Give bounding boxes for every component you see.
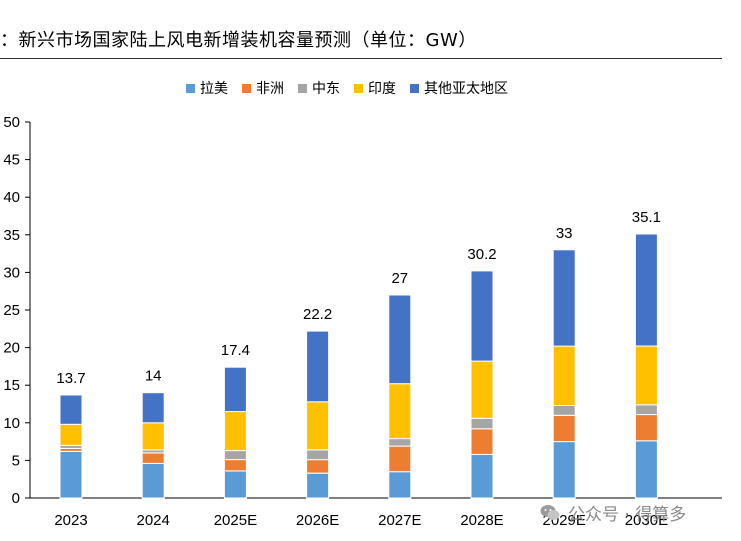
x-category-label: 2023	[54, 512, 87, 529]
wechat-icon	[540, 504, 560, 520]
bar-segment-其他亚太地区-2027E	[388, 294, 412, 385]
bar-segment-印度-2026E	[306, 401, 330, 451]
bar-segment-中东-2027E	[388, 438, 412, 447]
bar-segment-印度-2029E	[552, 345, 576, 407]
bar-segment-拉美-2027E	[388, 471, 412, 499]
legend-item-other-apac: 其他亚太地区	[410, 78, 508, 98]
legend-swatch-india	[354, 83, 363, 93]
x-category-label: 2025E	[214, 512, 257, 529]
bar-segment-拉美-2023	[59, 450, 83, 499]
bar-segment-拉美-2024	[141, 462, 165, 499]
bar-segment-拉美-2025E	[223, 470, 247, 499]
bar-segment-其他亚太地区-2025E	[223, 366, 247, 413]
legend-item-latam: 拉美	[186, 78, 228, 98]
bar-segment-其他亚太地区-2030E	[634, 233, 658, 347]
chart-title: ：新兴市场国家陆上风电新增装机容量预测（单位：GW）	[0, 30, 477, 51]
bar-segment-拉美-2026E	[306, 472, 330, 499]
bar-segment-印度-2025E	[223, 411, 247, 452]
legend-label-africa: 非洲	[256, 81, 284, 97]
legend-item-africa: 非洲	[242, 78, 284, 98]
y-tick-label: 10	[3, 415, 20, 432]
bar-segment-非洲-2029E	[552, 414, 576, 443]
y-tick-label: 15	[3, 377, 20, 394]
total-label-2029E: 33	[556, 225, 573, 242]
legend-swatch-middle-east	[298, 83, 307, 93]
bar-segment-其他亚太地区-2023	[59, 394, 83, 425]
bar-segment-其他亚太地区-2028E	[470, 270, 494, 362]
legend-swatch-africa	[242, 83, 251, 93]
bar-segment-其他亚太地区-2029E	[552, 249, 576, 347]
bar-segment-非洲-2030E	[634, 414, 658, 442]
watermark: 公众号 · 得算多	[540, 500, 686, 525]
bar-segment-其他亚太地区-2026E	[306, 330, 330, 403]
bar-segment-印度-2027E	[388, 383, 412, 440]
bar-segment-中东-2029E	[552, 405, 576, 416]
total-label-2023: 13.7	[56, 370, 85, 387]
total-label-2027E: 27	[391, 270, 408, 287]
y-tick-label: 0	[12, 490, 20, 507]
y-tick-label: 40	[3, 189, 20, 206]
x-category-label: 2027E	[378, 512, 421, 529]
legend-item-middle-east: 中东	[298, 78, 340, 98]
bar-segment-非洲-2026E	[306, 459, 330, 474]
bar-segment-中东-2025E	[223, 450, 247, 461]
total-label-2030E: 35.1	[632, 209, 661, 226]
x-category-label: 2030E	[625, 512, 668, 529]
y-tick-label: 35	[3, 227, 20, 244]
bar-segment-中东-2028E	[470, 417, 494, 430]
x-category-label: 2028E	[460, 512, 503, 529]
bar-segment-非洲-2027E	[388, 445, 412, 473]
bar-segment-中东-2030E	[634, 404, 658, 416]
bar-segment-印度-2024	[141, 422, 165, 451]
legend-swatch-other-apac	[410, 83, 419, 93]
legend-label-india: 印度	[368, 81, 396, 97]
total-label-2024: 14	[145, 368, 162, 385]
bar-segment-印度-2023	[59, 423, 83, 446]
bar-segment-非洲-2025E	[223, 459, 247, 472]
bar-segment-印度-2030E	[634, 345, 658, 406]
bar-segment-拉美-2028E	[470, 453, 494, 499]
x-category-label: 2026E	[296, 512, 339, 529]
watermark-text: 公众号 · 得算多	[568, 505, 687, 525]
legend-label-other-apac: 其他亚太地区	[424, 81, 508, 97]
chart-legend: 拉美 非洲 中东 印度 其他亚太地区	[186, 78, 522, 98]
y-tick-label: 25	[3, 302, 20, 319]
bar-segment-其他亚太地区-2024	[141, 392, 165, 424]
y-tick-label: 30	[3, 264, 20, 281]
bar-segment-拉美-2029E	[552, 441, 576, 499]
y-tick-label: 5	[12, 452, 20, 469]
legend-item-india: 印度	[354, 78, 396, 98]
legend-swatch-latam	[186, 83, 195, 93]
x-category-label: 2024	[137, 512, 170, 529]
total-label-2028E: 30.2	[467, 246, 496, 263]
y-tick-label: 50	[3, 114, 20, 131]
total-label-2026E: 22.2	[303, 306, 332, 323]
bar-segment-非洲-2028E	[470, 428, 494, 455]
legend-label-middle-east: 中东	[312, 81, 340, 97]
bar-segment-非洲-2024	[141, 452, 165, 464]
bar-segment-拉美-2030E	[634, 440, 658, 499]
bar-segment-中东-2026E	[306, 449, 330, 461]
title-divider	[0, 58, 722, 59]
total-label-2025E: 17.4	[221, 342, 250, 359]
legend-label-latam: 拉美	[200, 81, 228, 97]
y-tick-label: 20	[3, 340, 20, 357]
y-tick-label: 45	[3, 152, 20, 169]
bar-segment-印度-2028E	[470, 360, 494, 419]
